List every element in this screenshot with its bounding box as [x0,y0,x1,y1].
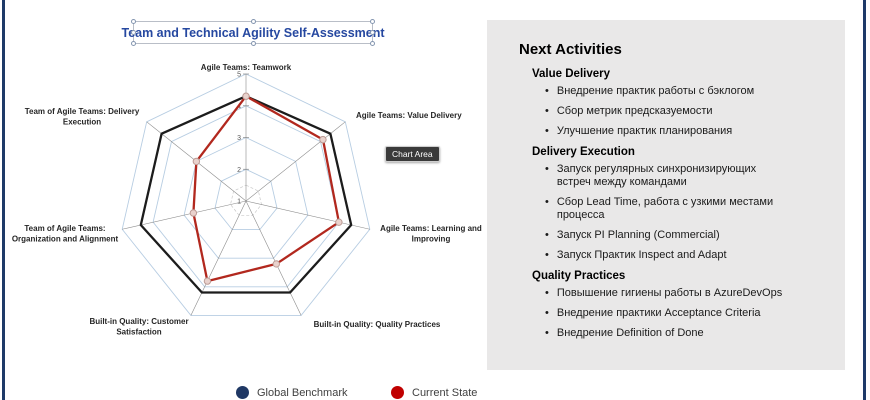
bullet-text: Сбор Lead Time, работа с узкими местами … [556,196,774,221]
selection-handle[interactable] [370,19,375,24]
panel-bullet-item: • Внедрение практики Acceptance Criteria [545,307,827,320]
legend-item[interactable]: Global Benchmark [236,386,348,399]
bullet-text: Запуск PI Planning (Commercial) [556,229,720,241]
radar-series-current-state[interactable] [189,92,343,285]
svg-text:Team of Agile Teams:Organizati: Team of Agile Teams: Organization and Ali… [12,224,119,244]
chart-title-text: Team and Technical Agility Self-Assessme… [121,25,385,40]
svg-text:Built-in Quality: Quality Prac: Built-in Quality: Quality Practices [314,320,441,329]
bullet-icon: • [545,307,549,319]
selection-handle[interactable] [131,30,136,35]
panel-section-heading: Quality Practices [532,270,626,282]
bullet-icon: • [545,229,549,241]
bullet-icon: • [545,163,549,175]
panel-bullet-item: • Повышение гигиены работы в AzureDevOps [545,287,827,300]
selection-handle[interactable] [370,30,375,35]
slide-edge-left [2,0,5,400]
svg-text:1: 1 [237,199,241,206]
legend-marker-icon [236,386,249,399]
panel-section-heading: Value Delivery [532,68,610,80]
svg-text:2: 2 [237,167,241,174]
panel-bullet-item: • Сбор метрик предсказуемости [545,105,827,118]
chart-title[interactable]: Team and Technical Agility Self-Assessme… [121,19,385,46]
data-point-marker[interactable] [189,209,198,217]
data-point-marker[interactable] [192,157,201,166]
bullet-text: Внедрение практики Acceptance Criteria [556,307,761,319]
legend-label: Current State [412,386,478,399]
panel-bullet-item: • Внедрение практик работы с бэклогом [545,85,827,98]
next-activities-panel: Next Activities Value Delivery • Внедрение… [487,20,845,370]
selection-handle[interactable] [131,19,136,24]
bullet-icon: • [545,249,549,261]
panel-bullet-list: • Запуск регулярных синхронизирующих встр… [519,163,827,262]
radar-series-global-benchmark[interactable] [139,95,353,294]
data-point-marker[interactable] [242,92,250,100]
panel-bullet-item: • Запуск Практик Inspect and Adapt [545,249,827,262]
bullet-icon: • [545,327,549,339]
legend-marker-icon [391,386,404,399]
legend-item[interactable]: Current State [391,386,477,399]
panel-section-heading: Delivery Execution [532,146,635,158]
panel-title: Next Activities [519,41,622,58]
bullet-icon: • [545,105,549,117]
panel-bullet-item: • Внедрение Definition of Done [545,327,827,340]
bullet-text: Улучшение практик планирования [556,125,733,137]
panel-bullet-list: • Повышение гигиены работы в AzureDevOps •… [519,287,827,340]
bullet-text: Сбор метрик предсказуемости [556,105,713,117]
bullet-icon: • [545,287,549,299]
legend-label: Global Benchmark [257,386,348,399]
panel-bullet-list: • Внедрение практик работы с бэклогом • Сбо… [519,85,827,138]
chart-legend: Global Benchmark Current State [0,386,487,400]
chart-area-tooltip: Chart Area [385,146,440,162]
svg-text:Agile Teams: Value Delivery: Agile Teams: Value Delivery [356,111,462,120]
data-point-marker[interactable] [335,218,343,226]
svg-text:5: 5 [237,72,241,79]
radar-axis-labels: Agile Teams: Teamwork Agile Teams: Value … [12,63,482,337]
selection-handle[interactable] [251,19,256,24]
slide-edge-right [863,0,866,400]
data-point-marker[interactable] [203,277,212,285]
radar-grid [121,73,371,316]
selection-handle[interactable] [370,41,375,46]
panel-bullet-item: • Запуск регулярных синхронизирующих встр… [545,163,827,189]
bullet-icon: • [545,125,549,137]
svg-text:3: 3 [237,135,241,142]
bullet-text: Запуск Практик Inspect and Adapt [556,249,727,261]
bullet-icon: • [545,196,549,208]
data-point-marker[interactable] [319,135,327,144]
bullet-text: Запуск регулярных синхронизирующих встре… [556,163,757,188]
selection-handle[interactable] [131,41,136,46]
bullet-text: Внедрение Definition of Done [556,327,704,339]
bullet-text: Внедрение практик работы с бэклогом [556,85,755,97]
panel-bullet-item: • Улучшение практик планирования [545,125,827,138]
svg-text:Agile Teams: Teamwork: Agile Teams: Teamwork [201,63,292,72]
panel-bullet-item: • Сбор Lead Time, работа с узкими местами… [545,196,827,222]
data-point-marker[interactable] [272,260,281,268]
bullet-icon: • [545,85,549,97]
bullet-text: Повышение гигиены работы в AzureDevOps [556,287,783,299]
selection-handle[interactable] [251,41,256,46]
panel-bullet-item: • Запуск PI Planning (Commercial) [545,229,827,242]
panel-sections: Value Delivery • Внедрение практик работы … [519,67,827,340]
